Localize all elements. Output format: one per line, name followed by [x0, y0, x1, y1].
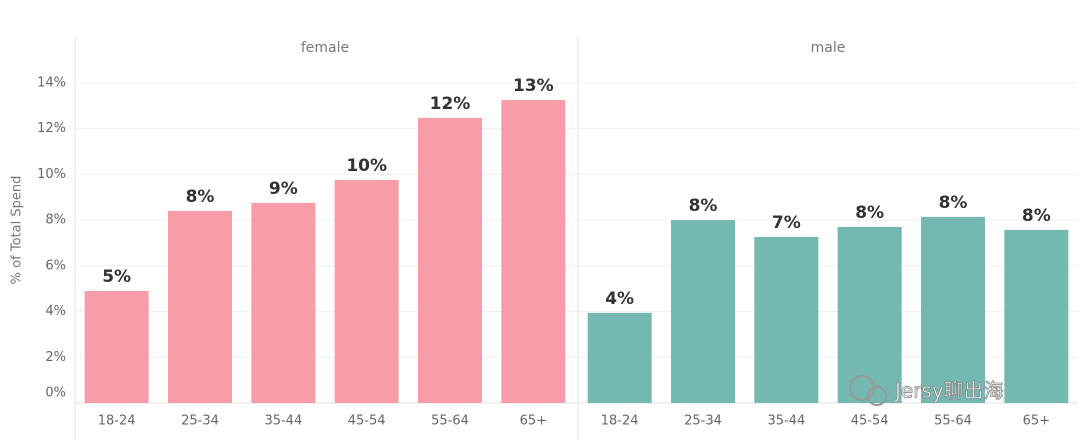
y-tick-label: 10%	[37, 167, 66, 182]
x-tick-label: 18-24	[98, 414, 136, 429]
y-tick-label: 8%	[45, 213, 66, 228]
x-tick-label: 65+	[520, 414, 547, 429]
watermark-icon	[867, 386, 887, 406]
value-label: 10%	[346, 156, 387, 176]
value-label: 8%	[855, 203, 884, 223]
value-label: 8%	[939, 193, 968, 213]
value-label: 4%	[605, 289, 634, 309]
value-label: 13%	[513, 76, 554, 96]
bar	[837, 226, 902, 403]
y-tick-label: 6%	[45, 258, 66, 273]
x-tick-label: 65+	[1023, 414, 1050, 429]
watermark: Jersy聊出海	[849, 375, 1004, 406]
bar	[754, 236, 819, 403]
bar	[671, 220, 735, 403]
value-label: 5%	[102, 267, 131, 287]
bar	[587, 312, 652, 403]
x-tick-label: 18-24	[601, 414, 639, 429]
x-tick-label: 35-44	[767, 414, 805, 429]
bar	[921, 216, 985, 403]
x-tick-label: 55-64	[431, 414, 469, 429]
x-tick-label: 45-54	[348, 414, 386, 429]
y-tick-label: 0%	[45, 386, 66, 401]
bar	[84, 290, 149, 403]
y-axis-label: % of Total Spend	[10, 176, 25, 285]
value-label: 8%	[186, 187, 215, 207]
watermark-text: Jersy聊出海	[893, 379, 1004, 403]
value-label: 12%	[430, 94, 471, 114]
x-tick-label: 55-64	[934, 414, 972, 429]
y-tick-label: 14%	[37, 75, 66, 90]
value-label: 8%	[1022, 206, 1051, 226]
facet-title: female	[301, 40, 349, 56]
bar	[1004, 229, 1069, 403]
x-tick-label: 35-44	[264, 414, 302, 429]
y-tick-label: 2%	[45, 350, 66, 365]
y-tick-label: 4%	[45, 304, 66, 319]
value-label: 9%	[269, 179, 298, 199]
y-tick-label: 12%	[37, 121, 66, 136]
x-tick-label: 25-34	[684, 414, 722, 429]
x-tick-label: 25-34	[181, 414, 219, 429]
bar	[168, 210, 232, 403]
value-label: 8%	[689, 196, 718, 216]
value-label: 7%	[772, 213, 801, 233]
bar	[501, 100, 566, 404]
bar	[418, 117, 482, 404]
bar	[334, 180, 399, 403]
facet-title: male	[811, 40, 846, 56]
x-tick-label: 45-54	[851, 414, 889, 429]
bar	[251, 202, 316, 403]
